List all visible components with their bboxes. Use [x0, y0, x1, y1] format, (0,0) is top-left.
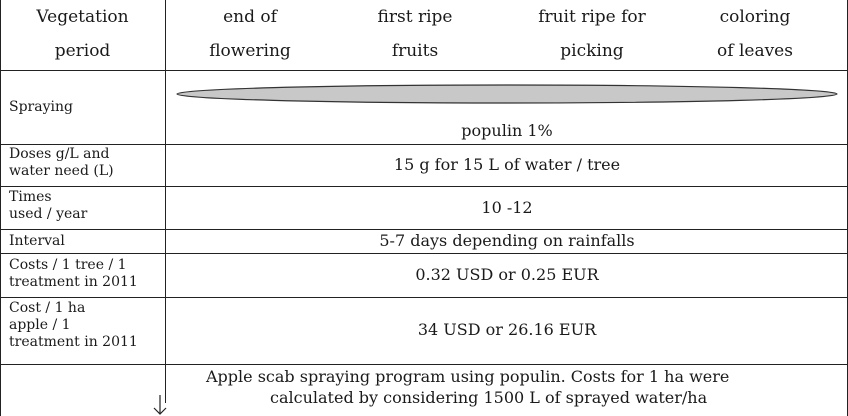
row-label-cost-tree: Costs / 1 tree / 1 treatment in 2011	[9, 257, 138, 290]
header-period-label: Vegetation period	[36, 7, 129, 61]
rule-left-edge	[0, 0, 1, 416]
cost-tree-value: 0.32 USD or 0.25 EUR	[415, 265, 599, 284]
cost-ha-value: 34 USD or 26.16 EUR	[417, 320, 597, 339]
rule-doses-bottom	[0, 186, 848, 187]
caption-line-2: calculated by considering 1500 L of spra…	[270, 388, 708, 407]
caption-line-1: Apple scab spraying program using populi…	[206, 367, 730, 386]
row-label-cost-ha: Cost / 1 ha apple / 1 treatment in 2011	[9, 300, 138, 350]
row-label-interval: Interval	[9, 233, 65, 249]
header-stage-coloring-of-leaves: coloring of leaves	[717, 7, 793, 61]
header-stage-end-of-flowering: end of flowering	[209, 7, 291, 61]
header-stage-fruit-ripe-for-picking: fruit ripe for picking	[538, 7, 646, 61]
rule-cost-ha-bottom	[0, 364, 848, 365]
interval-value: 5-7 days depending on rainfalls	[379, 231, 635, 250]
spraying-period-ellipse	[176, 84, 838, 104]
rule-times-bottom	[0, 229, 848, 230]
row-label-times: Times used / year	[9, 189, 88, 222]
rule-label-column	[165, 0, 166, 403]
header-stage-first-ripe-fruits: first ripe fruits	[377, 7, 453, 61]
rule-interval-bottom	[0, 253, 848, 254]
row-label-spraying: Spraying	[9, 99, 73, 115]
rule-cost-tree-bottom	[0, 297, 848, 298]
doses-value: 15 g for 15 L of water / tree	[393, 155, 621, 174]
spraying-value: populin 1%	[461, 121, 553, 140]
times-value: 10 -12	[481, 198, 533, 217]
row-label-doses: Doses g/L and water need (L)	[9, 146, 114, 179]
down-arrow-icon	[153, 395, 167, 415]
table-caption: Apple scab spraying program using populi…	[166, 366, 848, 408]
rule-header-bottom	[0, 70, 848, 71]
rule-spraying-bottom	[0, 144, 848, 145]
